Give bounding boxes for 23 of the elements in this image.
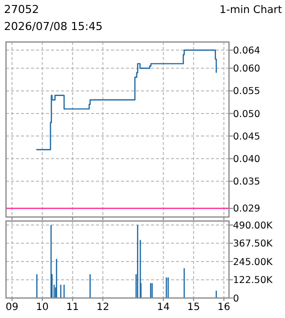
y-tick-label: 0.035: [233, 176, 260, 188]
chart-title: 27052: [4, 3, 39, 16]
x-tick-label: 16: [217, 302, 230, 313]
y-tick-label: 0.055: [233, 86, 260, 98]
y-tick-label: 0: [233, 293, 240, 304]
x-tick-label: 09: [6, 302, 18, 313]
y-tick-label: 0.064: [233, 45, 260, 56]
chart-subtitle: 2026/07/08 15:45: [4, 20, 103, 33]
x-tick-label: 14: [156, 302, 170, 313]
x-tick-label: 12: [96, 302, 110, 313]
y-tick-label: 0.060: [233, 64, 260, 75]
y-tick-label: 0.045: [233, 131, 260, 142]
y-tick-label: 0.029: [233, 204, 260, 215]
y-tick-label: 367.50K: [233, 238, 274, 250]
y-tick-label: 490.00K: [233, 220, 274, 232]
x-tick-label: 11: [66, 302, 79, 313]
x-tick-label: 15: [187, 302, 200, 313]
y-tick-label: 122.50K: [233, 275, 274, 286]
y-tick-label: 0.050: [233, 108, 260, 120]
y-tick-label: 245.00K: [233, 256, 274, 268]
y-tick-label: 0.040: [233, 154, 260, 165]
x-tick-label: 10: [36, 302, 49, 313]
text: 1-min Chart: [220, 4, 282, 16]
